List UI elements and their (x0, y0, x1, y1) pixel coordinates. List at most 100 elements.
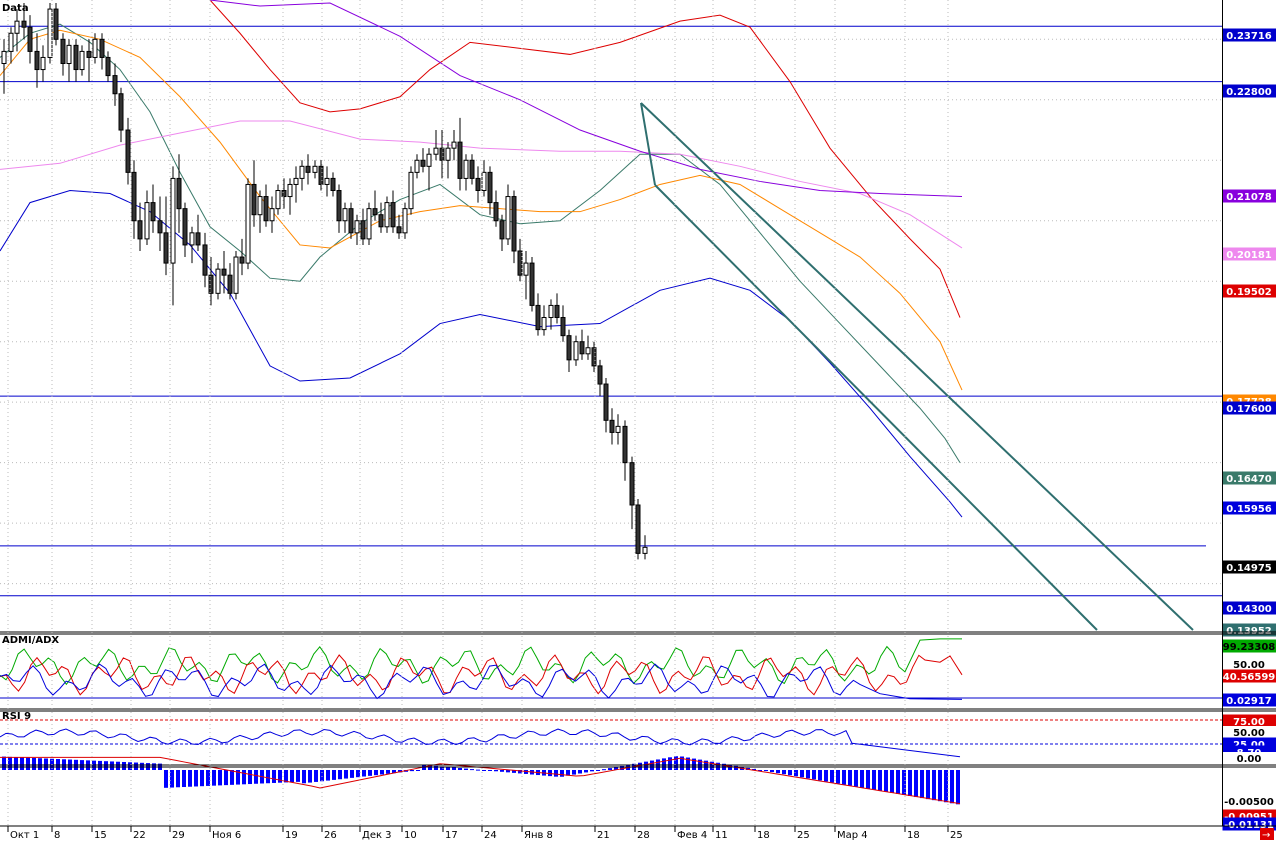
candle-body (208, 274, 214, 294)
macd-bar (908, 770, 912, 797)
arrow-right-icon: → (1262, 830, 1270, 841)
adx-label: 40.56599 (1222, 669, 1276, 683)
macd-bar (356, 770, 360, 778)
rsi-line (0, 728, 961, 758)
macd-bar (488, 770, 492, 771)
candle-body (269, 208, 275, 222)
macd-bar (608, 768, 612, 770)
macd-label-text: -0.00500 (1224, 797, 1274, 808)
macd-bar (494, 770, 498, 772)
macd-bar (818, 770, 822, 781)
candle-body (554, 304, 560, 319)
macd-bar (812, 770, 816, 780)
macd-bar (140, 762, 144, 770)
x-tick-label: 22 (133, 830, 146, 841)
macd-bar (518, 770, 522, 774)
macd-label-bg (1223, 795, 1276, 807)
candle-body (629, 462, 635, 506)
rsi-label-bg (1223, 726, 1276, 738)
x-tick-label: Янв 8 (524, 830, 553, 841)
macd-bar (716, 762, 720, 770)
macd-bar (500, 770, 504, 772)
candle-body (170, 177, 176, 264)
corner-label: Data (2, 3, 29, 14)
candle-body (439, 147, 445, 161)
candle-body (99, 38, 105, 58)
candle-body (585, 347, 591, 355)
x-tick-label: 18 (907, 830, 920, 841)
channel-start-line (640, 102, 656, 186)
candle-body (354, 220, 360, 234)
macd-bar (212, 770, 216, 786)
macd-bar (566, 770, 570, 776)
macd-bar (428, 765, 432, 770)
candle-body (635, 504, 641, 554)
candle-body (481, 171, 487, 192)
macd-bar (2, 756, 6, 770)
macd-bar (32, 757, 36, 770)
rsi-label-text: 75.00 (1233, 717, 1265, 728)
candle-body (53, 8, 59, 40)
price-panel[interactable]: 0.237160.228000.210780.201810.195020.177… (0, 0, 1276, 637)
rsi-label-text: 50.00 (1233, 728, 1265, 739)
macd-bar (758, 770, 762, 771)
macd-bar (332, 770, 336, 780)
candle-body (131, 171, 137, 222)
macd-bar (236, 770, 240, 785)
band_lower-line (0, 190, 963, 518)
macd-bar (296, 770, 300, 782)
x-tick-label: 19 (285, 830, 298, 841)
macd-bar (362, 770, 366, 777)
macd-bar (440, 766, 444, 770)
candle-body (112, 75, 118, 95)
price-label: 0.17600 (1222, 401, 1276, 415)
candle-body (150, 202, 156, 222)
candle-body (548, 304, 554, 319)
macd-bar (764, 770, 768, 772)
price-label: 0.16470 (1222, 471, 1276, 485)
macd-bar (788, 770, 792, 776)
candle-body (14, 20, 20, 34)
macd-bar (914, 770, 918, 798)
candle-body (92, 38, 98, 58)
x-tick-label: 25 (797, 830, 810, 841)
macd-bar (692, 758, 696, 770)
candle-body (105, 56, 111, 77)
candle-body (66, 44, 72, 65)
macd-bar (182, 770, 186, 788)
candle-body (227, 274, 233, 294)
macd-bar (248, 770, 252, 785)
rsi-label: 50.00 (1223, 726, 1276, 739)
macd-bar (452, 767, 456, 770)
macd-bar (848, 770, 852, 786)
candle-body (40, 56, 46, 71)
price-label-text: 0.19502 (1226, 287, 1272, 298)
candle-body (342, 208, 348, 222)
candle-body (79, 50, 85, 71)
scroll-end-button[interactable] (1260, 828, 1274, 840)
ma_green-line (0, 23, 961, 463)
candle-body (221, 268, 227, 276)
x-tick-label: 24 (484, 830, 497, 841)
macd-bar (128, 762, 132, 770)
x-tick-label: 18 (757, 830, 770, 841)
macd-bar (752, 768, 756, 770)
candle-body (414, 159, 420, 173)
candle-body (541, 317, 547, 331)
candle-body (144, 202, 150, 240)
macd-bar (320, 770, 324, 782)
candle-body (189, 232, 195, 246)
candle-body (8, 32, 14, 52)
candle-body (233, 256, 239, 294)
macd-bar (806, 770, 810, 779)
candle-body (390, 202, 396, 228)
macd-bar (470, 769, 474, 771)
rsi-panel[interactable]: 75.0050.0025.008.700.00 (0, 714, 1276, 765)
price-label-text: 0.17600 (1226, 404, 1272, 415)
candle-body (529, 262, 535, 306)
ma_orange-line (0, 29, 963, 391)
macd-bar (398, 770, 402, 773)
macd-bar (386, 770, 390, 774)
